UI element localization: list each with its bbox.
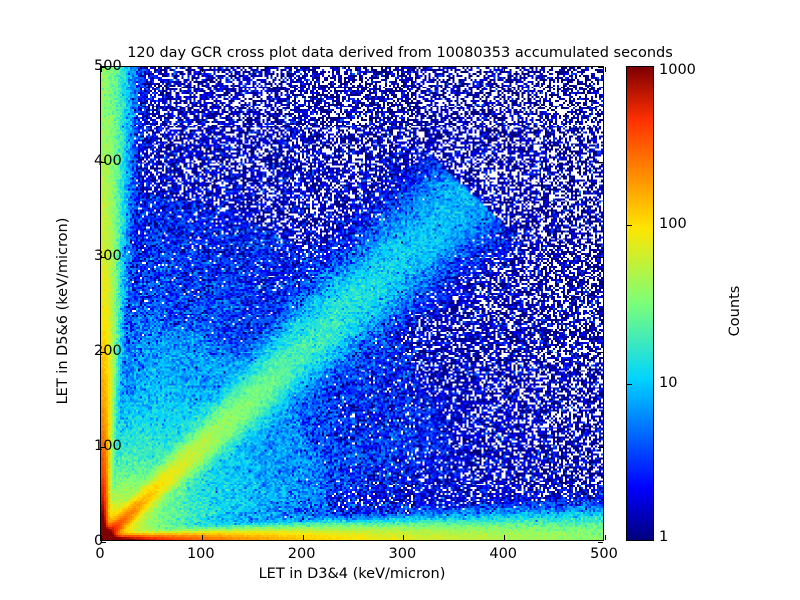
- y-tick-mark: [101, 162, 106, 163]
- y-tick-mark: [598, 447, 603, 448]
- y-tick-mark: [598, 67, 603, 68]
- y-tick-mark: [101, 542, 106, 543]
- y-tick-mark: [101, 257, 106, 258]
- x-tick-label: 300: [388, 546, 417, 562]
- x-tick-mark: [605, 67, 606, 72]
- x-tick-mark: [605, 535, 606, 540]
- y-tick-mark: [598, 542, 603, 543]
- y-tick-label: 200: [94, 343, 122, 359]
- x-tick-label: 200: [287, 546, 316, 562]
- x-tick-mark: [302, 67, 304, 72]
- x-tick-mark: [302, 535, 304, 540]
- x-tick-label: 100: [186, 546, 215, 562]
- x-tick-mark: [101, 67, 102, 72]
- colorbar-gradient: [627, 67, 653, 540]
- x-tick-label: 400: [489, 546, 518, 562]
- y-tick-label: 0: [94, 533, 104, 549]
- y-tick-mark: [101, 67, 106, 68]
- x-tick-mark: [403, 67, 405, 72]
- y-axis-label: LET in D5&6 (keV/micron): [55, 217, 71, 405]
- x-axis-label: LET in D3&4 (keV/micron): [258, 566, 446, 582]
- x-tick-mark: [504, 535, 506, 540]
- y-tick-mark: [598, 352, 603, 353]
- x-tick-mark: [504, 67, 506, 72]
- y-tick-label: 300: [94, 248, 122, 264]
- y-tick-mark: [101, 352, 106, 353]
- x-tick-label: 500: [590, 546, 618, 562]
- colorbar-tick-mark: [627, 383, 632, 385]
- colorbar-tick-label: 1000: [659, 62, 696, 78]
- x-tick-mark: [403, 535, 405, 540]
- main-axes: [100, 66, 606, 543]
- y-tick-label: 400: [94, 153, 122, 169]
- x-tick-mark: [201, 67, 203, 72]
- y-tick-mark: [598, 162, 603, 163]
- colorbar-tick-mark: [627, 225, 632, 227]
- colorbar-tick-label: 1: [659, 529, 669, 545]
- colorbar-label: Counts: [727, 285, 743, 337]
- title-line-1: 120 day GCR cross plot data derived from…: [127, 45, 673, 61]
- y-tick-mark: [598, 257, 603, 258]
- colorbar-tick-label: 100: [659, 216, 687, 233]
- x-tick-mark: [101, 535, 102, 540]
- x-tick-label: 0: [95, 546, 105, 562]
- x-tick-mark: [201, 535, 203, 540]
- y-tick-label: 100: [94, 438, 122, 454]
- density-heatmap: [101, 67, 603, 540]
- colorbar-tick-label: 10: [659, 374, 678, 391]
- y-tick-mark: [101, 447, 106, 448]
- colorbar: [626, 66, 654, 541]
- y-tick-label: 500: [94, 58, 122, 74]
